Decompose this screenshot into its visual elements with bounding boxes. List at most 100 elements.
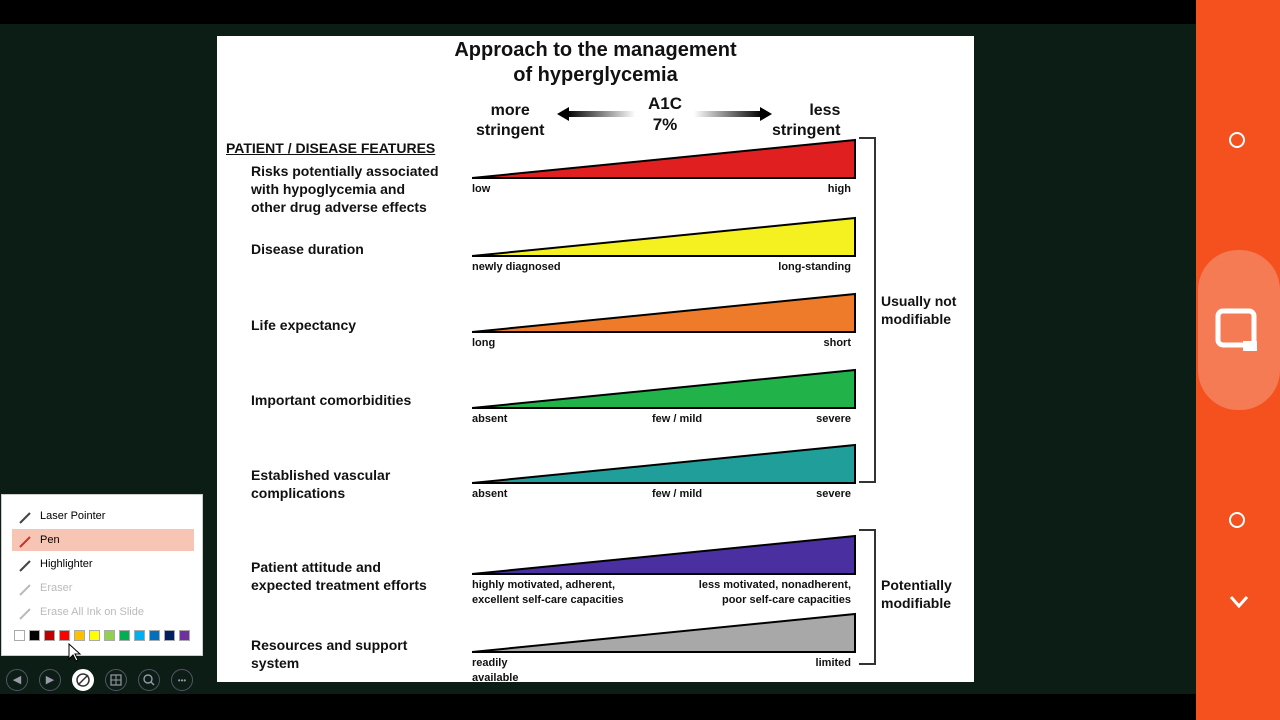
usually-not-line2: modifiable: [881, 311, 952, 327]
ink-color-swatch[interactable]: [134, 630, 145, 641]
feature-wedge-2: [472, 292, 856, 333]
slide-title: Approach to the management of hyperglyce…: [217, 38, 974, 88]
wedge-label-right2: poor self-care capacities: [721, 594, 851, 606]
wedge-label-left2: excellent self-care capacities: [472, 594, 624, 606]
screenshot-icon[interactable]: [1215, 308, 1263, 354]
feature-name-1: Disease duration: [251, 240, 466, 258]
top-black-bar: [0, 0, 1196, 24]
wedge-shape: [472, 216, 856, 257]
ink-color-swatch[interactable]: [59, 630, 70, 641]
laser-pointer-icon: [18, 510, 32, 532]
slide-title-line1: Approach to the management: [454, 39, 737, 61]
ink-color-swatch[interactable]: [14, 630, 25, 641]
wedge-label-left: highly motivated, adherent,: [472, 579, 616, 591]
pen-tool-button[interactable]: [72, 669, 94, 691]
pen-menu-item-1[interactable]: Pen: [12, 529, 194, 551]
less-line1: less: [809, 102, 841, 119]
feature-name-line: Patient attitude and: [251, 559, 381, 575]
feature-name-3: Important comorbidities: [251, 391, 466, 409]
ink-color-swatch[interactable]: [119, 630, 130, 641]
wedge-label-right: short: [823, 337, 852, 349]
upper-bracket: [859, 137, 876, 483]
slide-title-line2: of hyperglycemia: [513, 64, 678, 86]
top-circle-button[interactable]: [1229, 132, 1245, 148]
feature-name-4: Established vascular complications: [251, 466, 466, 502]
ink-color-swatch[interactable]: [164, 630, 175, 641]
ink-color-swatch[interactable]: [29, 630, 40, 641]
prev-icon: ◀: [12, 674, 22, 686]
feature-wedge-4: [472, 443, 856, 484]
wedge-label-right: severe: [816, 488, 851, 500]
mouse-cursor-icon: [68, 643, 82, 662]
ink-color-swatch[interactable]: [149, 630, 160, 641]
a1c-label: A1C 7%: [637, 93, 693, 135]
feature-wedge-0: [472, 138, 856, 179]
feature-name-line: Risks potentially associated: [251, 163, 439, 179]
wedge-shape: [472, 443, 856, 484]
ink-color-swatch[interactable]: [44, 630, 55, 641]
wedge-label-left: absent: [472, 488, 508, 500]
feature-name-line: system: [251, 655, 300, 671]
pen-menu-item-0[interactable]: Laser Pointer: [12, 505, 194, 527]
bottom-black-bar: [0, 694, 1196, 720]
a1c-text: A1C: [647, 94, 682, 113]
wedge-label-right: long-standing: [778, 261, 851, 273]
wedge-label-left: newly diagnosed: [472, 261, 561, 273]
more-stringent-label: more stringent: [476, 101, 544, 141]
a1c-value: 7%: [652, 115, 678, 134]
magnifier-icon: [143, 674, 155, 686]
wedge-label-left: long: [472, 337, 496, 349]
feature-name-line: expected treatment efforts: [251, 577, 427, 593]
wedge-label-left2: available: [472, 672, 519, 684]
pen-menu-item-4[interactable]: Erase All Ink on Slide: [12, 601, 194, 623]
pen-menu-item-label: Erase All Ink on Slide: [40, 606, 144, 618]
previous-slide-button[interactable]: ◀: [6, 669, 28, 691]
less-stringent-label: less stringent: [772, 101, 840, 141]
wedge-label-left: readily: [472, 657, 508, 669]
see-all-slides-button[interactable]: [105, 669, 127, 691]
feature-wedge-1: [472, 216, 856, 257]
pen-menu-item-label: Eraser: [40, 582, 73, 594]
screenshot-button-bg[interactable]: [1198, 250, 1280, 410]
wedge-label-mid: few / mild: [652, 488, 703, 500]
wedge-shape: [472, 612, 856, 653]
usually-not-modifiable-label: Usually not modifiable: [881, 292, 956, 328]
feature-name-0: Risks potentially associated with hypogly…: [251, 162, 466, 216]
next-slide-button[interactable]: ▶: [39, 669, 61, 691]
slides-grid-icon: [110, 674, 122, 686]
erase-all-icon: [18, 606, 32, 628]
more-options-button[interactable]: •••: [171, 669, 193, 691]
pen-menu-item-3[interactable]: Eraser: [12, 577, 194, 599]
ink-color-swatch[interactable]: [89, 630, 100, 641]
pen-icon: [18, 534, 32, 556]
zoom-button[interactable]: [138, 669, 160, 691]
wedge-label-left: low: [472, 183, 491, 195]
wedge-shape: [472, 138, 856, 179]
wedge-shape: [472, 368, 856, 409]
pen-tools-menu: Laser Pointer Pen Highlighter Eraser Erase A…: [1, 494, 203, 656]
feature-wedge-6: [472, 612, 856, 653]
wedge-shape: [472, 292, 856, 333]
feature-name-6: Resources and support system: [251, 636, 466, 672]
eraser-icon: [18, 582, 32, 604]
wedge-label-mid: few / mild: [652, 413, 703, 425]
wedge-label-right: severe: [816, 413, 851, 425]
highlighter-icon: [18, 558, 32, 580]
ink-color-swatch[interactable]: [179, 630, 190, 641]
pen-menu-item-label: Highlighter: [40, 558, 93, 570]
potentially-modifiable-label: Potentially modifiable: [881, 576, 952, 612]
less-line2: stringent: [772, 122, 841, 139]
features-header: PATIENT / DISEASE FEATURES: [226, 140, 436, 156]
ink-color-swatch[interactable]: [104, 630, 115, 641]
more-line1: more: [490, 102, 530, 119]
bottom-circle-button[interactable]: [1229, 512, 1245, 528]
pen-menu-item-label: Laser Pointer: [40, 510, 106, 522]
wedge-shape: [472, 534, 856, 575]
wedge-label-right: less motivated, nonadherent,: [698, 579, 851, 591]
double-arrow-icon: [557, 107, 772, 121]
chevron-down-icon[interactable]: [1229, 595, 1249, 609]
pen-menu-item-2[interactable]: Highlighter: [12, 553, 194, 575]
more-icon: •••: [177, 676, 187, 685]
ink-color-swatch[interactable]: [74, 630, 85, 641]
feature-name-line: other drug adverse effects: [251, 199, 427, 215]
